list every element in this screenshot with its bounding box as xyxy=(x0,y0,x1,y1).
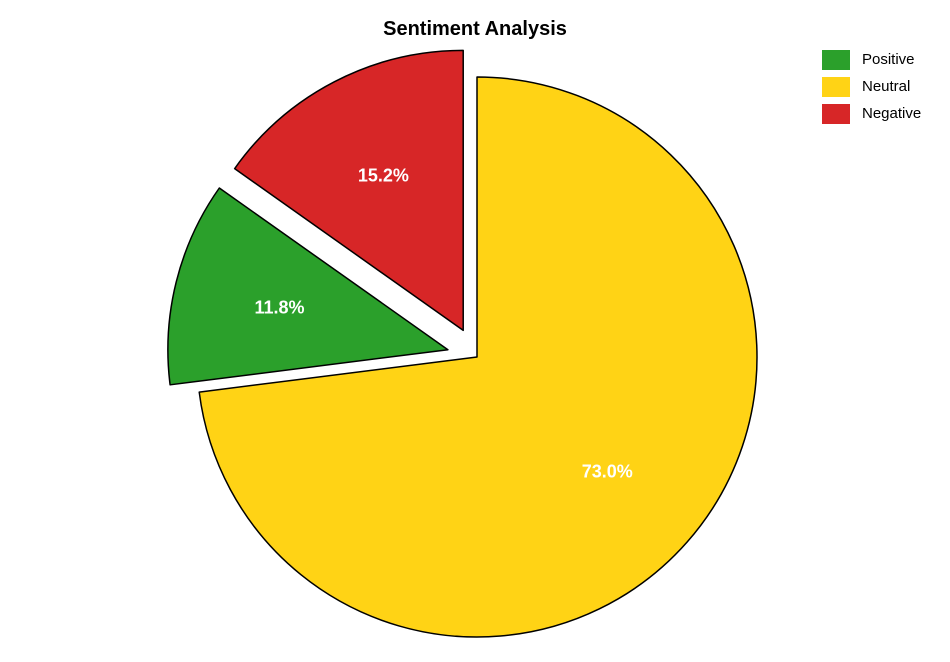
legend-swatch xyxy=(822,104,850,124)
slice-label: 11.8% xyxy=(254,297,304,318)
legend-label: Positive xyxy=(862,51,915,68)
legend-swatch xyxy=(822,77,850,97)
legend-label: Negative xyxy=(862,105,921,122)
legend-item: Positive xyxy=(822,48,921,71)
chart-container: Sentiment Analysis PositiveNeutralNegati… xyxy=(0,0,950,662)
legend-item: Negative xyxy=(822,102,921,125)
pie-chart xyxy=(0,0,950,662)
legend-swatch xyxy=(822,50,850,70)
legend-item: Neutral xyxy=(822,75,921,98)
slice-label: 73.0% xyxy=(582,461,633,482)
legend: Positive Neutral Negative xyxy=(822,48,921,129)
slice-label: 15.2% xyxy=(358,166,409,187)
legend-label: Neutral xyxy=(862,78,910,95)
